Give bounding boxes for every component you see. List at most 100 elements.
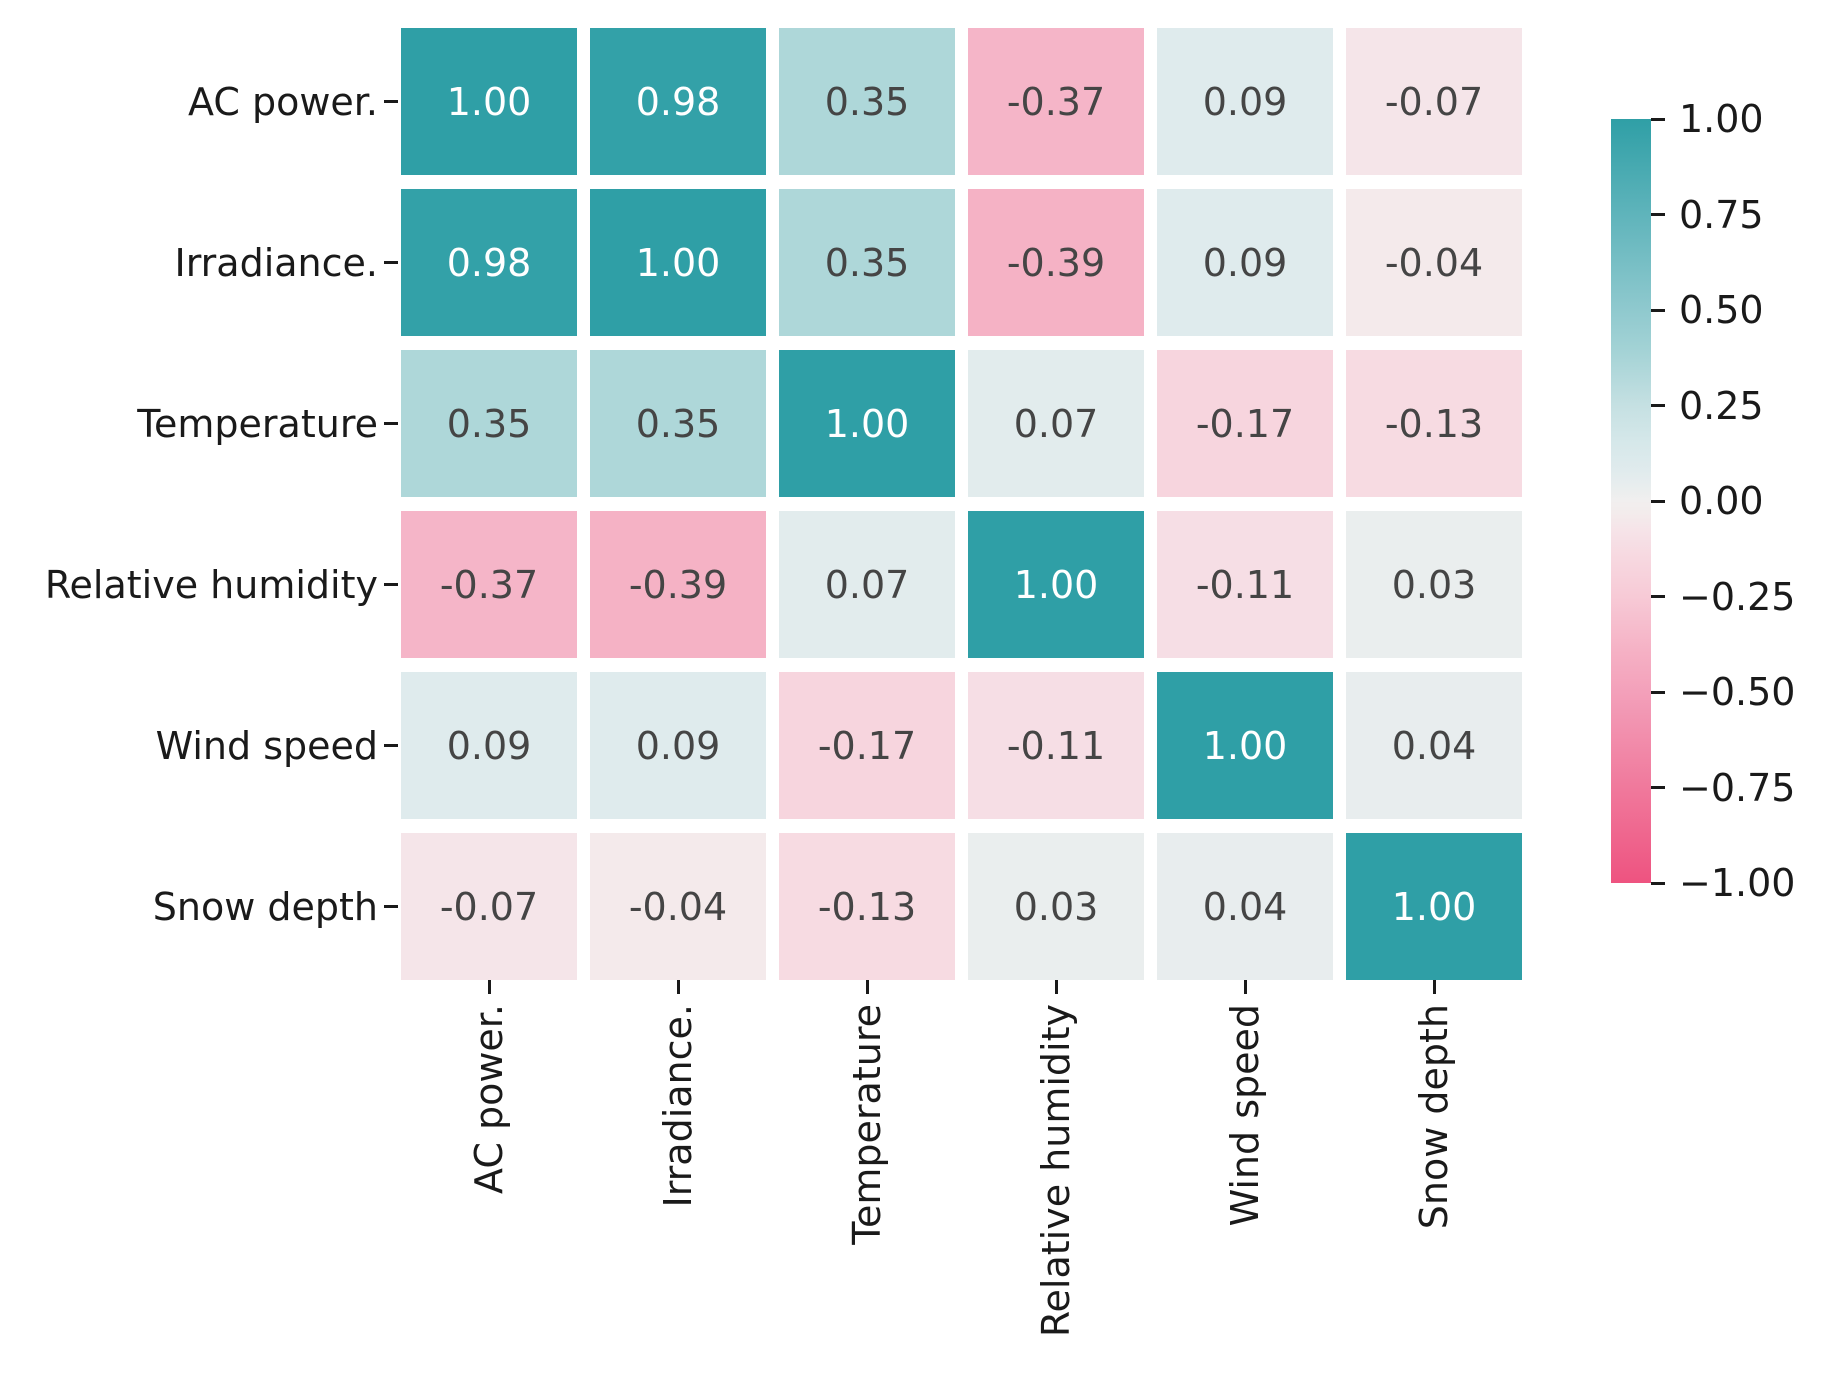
- heatmap-cell: -0.07: [401, 833, 577, 980]
- cell-value: 0.98: [635, 79, 721, 124]
- colorbar-tick-mark: [1651, 404, 1665, 407]
- heatmap-cell: 0.98: [590, 28, 766, 175]
- cell-value: 1.00: [446, 79, 532, 124]
- cell-value: -0.11: [1195, 562, 1295, 607]
- heatmap-cell: -0.39: [590, 511, 766, 658]
- col-label: Relative humidity: [1034, 1004, 1078, 1338]
- colorbar-tick-mark: [1651, 117, 1665, 121]
- colorbar-tick-label: 0.75: [1679, 192, 1764, 237]
- colorbar-tick-label: 1.00: [1679, 97, 1764, 141]
- colorbar-tick-mark: [1651, 499, 1665, 503]
- cell-value: 0.98: [446, 240, 532, 285]
- colorbar-tick-label: −0.75: [1679, 765, 1796, 810]
- x-tick-mark: [865, 980, 869, 994]
- cell-value: 0.07: [1013, 401, 1099, 446]
- col-label: AC power.: [467, 1004, 511, 1194]
- cell-value: -0.17: [1195, 401, 1295, 446]
- cell-value: 0.09: [635, 723, 721, 768]
- heatmap-cell: 0.09: [590, 672, 766, 819]
- heatmap-cell: 0.98: [401, 189, 577, 336]
- heatmap-cell: -0.37: [968, 28, 1144, 175]
- cell-value: -0.07: [439, 884, 539, 929]
- colorbar-tick-mark: [1651, 881, 1665, 885]
- heatmap-cell: 1.00: [590, 189, 766, 336]
- heatmap-cell: 0.04: [1346, 672, 1522, 819]
- y-tick-mark: [384, 261, 398, 264]
- col-label: Irradiance.: [656, 1004, 700, 1208]
- heatmap-cell: 0.35: [401, 350, 577, 497]
- heatmap-cell: 0.04: [1157, 833, 1333, 980]
- colorbar-tick-label: 0.25: [1679, 383, 1764, 428]
- heatmap-cell: -0.11: [968, 672, 1144, 819]
- colorbar-tick-label: 0.00: [1679, 479, 1764, 523]
- cell-value: 1.00: [1391, 884, 1477, 929]
- heatmap-cell: 0.09: [401, 672, 577, 819]
- colorbar-tick-mark: [1651, 690, 1665, 694]
- x-tick-mark: [1243, 980, 1247, 994]
- col-label: Temperature: [845, 1004, 889, 1245]
- heatmap-cell: 1.00: [401, 28, 577, 175]
- cell-value: 0.35: [824, 79, 910, 124]
- heatmap-cell: 0.35: [779, 189, 955, 336]
- cell-value: -0.04: [1384, 240, 1484, 285]
- heatmap-cell: 1.00: [968, 511, 1144, 658]
- cell-value: 0.35: [824, 240, 910, 285]
- heatmap-cell: 0.35: [779, 28, 955, 175]
- cell-value: -0.04: [628, 884, 728, 929]
- heatmap-cell: 0.07: [968, 350, 1144, 497]
- cell-value: 0.07: [824, 562, 910, 607]
- colorbar-tick-mark: [1651, 213, 1665, 216]
- colorbar-tick-label: −1.00: [1679, 861, 1796, 905]
- heatmap-cell: 0.03: [1346, 511, 1522, 658]
- col-label: Wind speed: [1223, 1004, 1267, 1227]
- col-label: Snow depth: [1412, 1004, 1456, 1230]
- row-label: Wind speed: [155, 723, 378, 768]
- cell-value: 1.00: [1202, 723, 1288, 768]
- cell-value: -0.39: [1006, 240, 1106, 285]
- heatmap-cell: -0.04: [590, 833, 766, 980]
- x-tick-mark: [1432, 980, 1436, 994]
- x-tick-mark: [676, 980, 680, 994]
- y-tick-mark: [384, 100, 398, 103]
- heatmap-cell: 0.35: [590, 350, 766, 497]
- cell-value: 0.03: [1013, 884, 1099, 929]
- colorbar-tick-label: −0.25: [1679, 574, 1796, 619]
- cell-value: -0.37: [439, 562, 539, 607]
- y-tick-mark: [384, 905, 398, 908]
- cell-value: 0.35: [446, 401, 532, 446]
- heatmap-cell: -0.17: [779, 672, 955, 819]
- heatmap-cell: -0.13: [1346, 350, 1522, 497]
- row-label: Relative humidity: [44, 562, 378, 607]
- cell-value: 1.00: [824, 401, 910, 446]
- heatmap-cell: 1.00: [1157, 672, 1333, 819]
- heatmap-cell: 1.00: [1346, 833, 1522, 980]
- heatmap-cell: -0.11: [1157, 511, 1333, 658]
- cell-value: -0.39: [628, 562, 728, 607]
- colorbar-tick-mark: [1651, 786, 1665, 789]
- colorbar-tick-mark: [1651, 595, 1665, 598]
- y-tick-mark: [384, 422, 398, 425]
- y-tick-mark: [384, 744, 398, 747]
- heatmap-grid: 1.00 0.98 0.35 -0.37 0.09 -0.07 0.98 1.00 0.35 -0…: [401, 28, 1522, 980]
- y-tick-mark: [384, 583, 398, 586]
- cell-value: 0.09: [1202, 240, 1288, 285]
- cell-value: 0.35: [635, 401, 721, 446]
- cell-value: -0.37: [1006, 79, 1106, 124]
- cell-value: 0.09: [1202, 79, 1288, 124]
- row-label: Snow depth: [152, 884, 378, 929]
- row-label: Irradiance.: [174, 240, 378, 285]
- heatmap-cell: -0.17: [1157, 350, 1333, 497]
- cell-value: -0.13: [817, 884, 917, 929]
- cell-value: 0.04: [1202, 884, 1288, 929]
- colorbar-tick-label: −0.50: [1679, 670, 1796, 714]
- cell-value: 0.03: [1391, 562, 1477, 607]
- heatmap-cell: 0.09: [1157, 189, 1333, 336]
- colorbar-tick-mark: [1651, 308, 1665, 312]
- x-tick-mark: [1054, 980, 1058, 994]
- row-label: AC power.: [188, 79, 378, 124]
- heatmap-cell: -0.07: [1346, 28, 1522, 175]
- heatmap-cell: -0.13: [779, 833, 955, 980]
- row-label: Temperature: [137, 401, 378, 446]
- heatmap-cell: -0.04: [1346, 189, 1522, 336]
- heatmap-cell: 0.07: [779, 511, 955, 658]
